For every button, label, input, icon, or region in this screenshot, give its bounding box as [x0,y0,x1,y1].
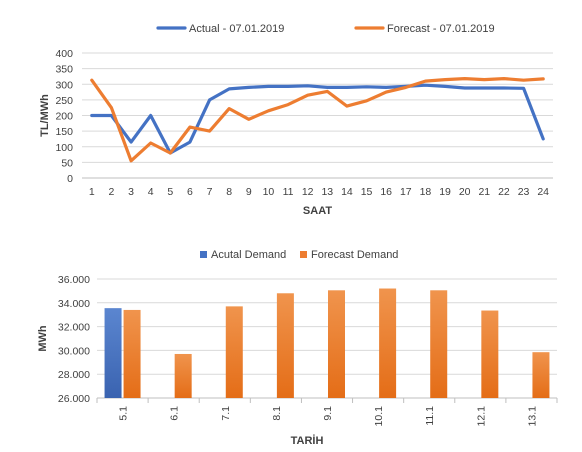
x-tick-label: 18 [420,186,432,198]
bar-forecast [328,290,345,398]
legend-label: Forecast Demand [311,249,398,261]
x-tick-label: 2 [109,186,115,198]
legend-label: Acutal Demand [211,249,286,261]
x-tick-label: 3 [128,186,134,198]
x-tick-label: 14 [341,186,353,198]
x-tick-label: 10 [263,186,275,198]
x-tick-label: 6.1 [169,406,181,421]
x-tick-label: 13 [321,186,333,198]
bar-forecast [532,352,550,398]
series-line-1 [90,83,545,155]
y-tick-label: 30.000 [58,345,90,357]
x-tick-label: 8.1 [271,406,283,421]
bar-forecast [174,353,192,398]
x-tick-label: 10.1 [373,406,385,427]
bar-forecast [123,309,141,398]
x-tick-label: 9.1 [322,406,334,421]
x-tick-label: 7 [207,186,213,198]
y-tick-label: 100 [55,142,73,154]
x-tick-label: 16 [380,186,392,198]
x-tick-label: 23 [518,186,530,198]
demand-bar-chart: 26.000 28.000 30.000 32.000 34.000 36.000 5.1 6… [37,249,558,447]
y-tick-label: 36.000 [58,274,90,286]
y-tick-label: 400 [55,48,73,60]
y-tick-label: 200 [55,111,73,123]
x-tick-label: 7.1 [220,406,232,421]
y-tick-label: 350 [55,64,73,76]
x-tick-label: 9 [246,186,252,198]
x-tick-label: 5.1 [118,406,130,421]
bar-forecast [430,290,448,398]
x-tick-label: 11 [283,186,294,198]
y-tick-label: 300 [55,79,73,91]
x-axis-title: SAAT [303,205,332,217]
x-tick-label: 12.1 [475,406,487,427]
x-tick-label: 24 [537,186,549,198]
x-tick-label: 8 [226,186,232,198]
x-tick-label: 13.1 [526,406,538,427]
x-tick-label: 11.1 [424,406,436,426]
legend-swatch [200,251,207,258]
legend-label: Forecast - 07.01.2019 [387,23,495,35]
x-tick-label: 19 [439,186,451,198]
y-tick-label: 34.000 [58,298,90,310]
bar-forecast [379,288,397,398]
bar-forecast [481,310,499,398]
y-tick-label: 0 [67,173,73,185]
x-tick-label: 21 [478,186,490,198]
y-tick-label: 26.000 [58,393,90,405]
y-tick-label: 32.000 [58,322,90,334]
y-tick-label: 150 [55,126,73,138]
bar-forecast [276,293,294,398]
x-tick-label: 12 [302,186,314,198]
x-tick-label: 5 [167,186,173,198]
legend-label: Actual - 07.01.2019 [189,23,284,35]
x-tick-label: 15 [361,186,373,198]
y-axis-title: MWh [37,325,49,352]
x-tick-label: 17 [400,186,412,198]
y-axis-title: TL/MWh [39,94,51,137]
x-tick-label: 22 [498,186,510,198]
bar-forecast [225,306,243,398]
bar-actual [104,308,122,398]
x-tick-label: 1 [89,186,95,198]
x-axis-title: TARİH [291,434,324,447]
x-tick-label: 4 [148,186,154,198]
y-tick-label: 28.000 [58,369,90,381]
x-tick-label: 6 [187,186,193,198]
legend-swatch [300,251,307,258]
series-line-2 [90,76,545,163]
x-tick-label: 20 [459,186,471,198]
y-tick-label: 250 [55,95,73,107]
y-tick-label: 50 [61,157,73,169]
